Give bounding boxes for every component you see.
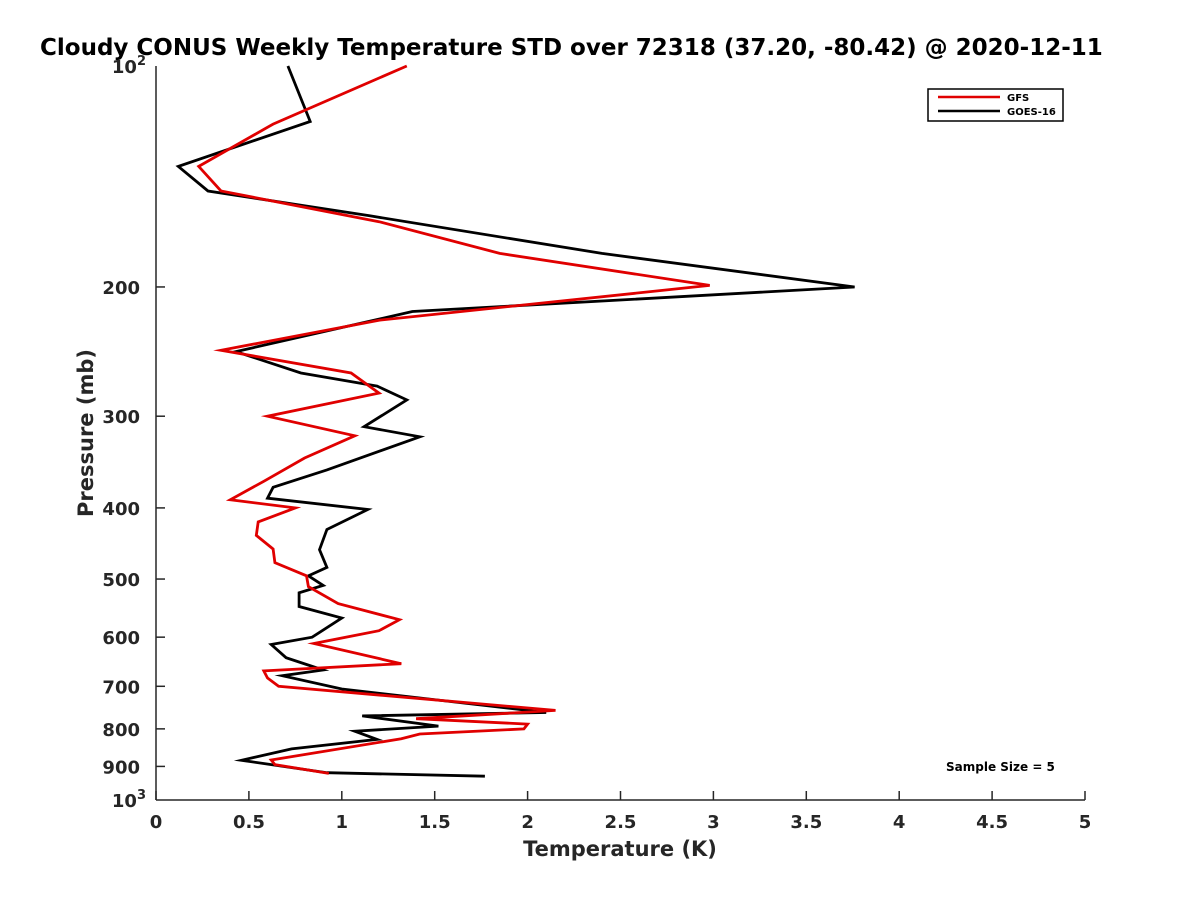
legend-label-gfs: GFS [1007, 93, 1029, 104]
x-tick-label: 1.5 [419, 812, 451, 833]
x-tick-label: 0 [150, 812, 163, 833]
series-line-goes-16 [175, 65, 855, 778]
y-axis-label: Pressure (mb) [74, 349, 98, 517]
chart-title: Cloudy CONUS Weekly Temperature STD over… [40, 35, 1103, 61]
legend-box [927, 88, 1064, 122]
legend: GFS GOES-16 [927, 88, 1064, 122]
y-tick-label: 400 [102, 499, 140, 520]
axes [155, 66, 1085, 801]
x-tick-label: 2.5 [605, 812, 637, 833]
y-tick-label: 600 [102, 628, 140, 649]
x-tick-label: 3 [707, 812, 720, 833]
y-tick-label: 700 [102, 677, 140, 698]
y-tick-label: 900 [102, 757, 140, 778]
sample-size-annotation: Sample Size = 5 [946, 760, 1055, 774]
x-axis-label: Temperature (K) [523, 837, 717, 861]
y-tick-label: 800 [102, 720, 140, 741]
x-tick-label: 2 [521, 812, 534, 833]
y-tick-label: 300 [102, 407, 140, 428]
x-tick-label: 3.5 [790, 812, 822, 833]
x-tick-label: 4.5 [976, 812, 1008, 833]
legend-label-goes-16: GOES-16 [1007, 107, 1056, 118]
x-tick-label: 0.5 [233, 812, 265, 833]
x-tick-label: 5 [1079, 812, 1092, 833]
ticks: 0 0.5 1 1.5 2 2.5 3 3.5 4 4.5 5 200 300 400 500 600 700 8… [102, 54, 1091, 833]
series-layer [175, 64, 855, 778]
series-line-gfs [196, 64, 710, 775]
y-tick-label: 200 [102, 278, 140, 299]
x-tick-label: 4 [893, 812, 906, 833]
x-tick-label: 1 [336, 812, 349, 833]
y-limit-label: 103 [112, 788, 146, 812]
y-tick-label: 500 [102, 570, 140, 591]
y-limit-label: 102 [112, 54, 146, 78]
